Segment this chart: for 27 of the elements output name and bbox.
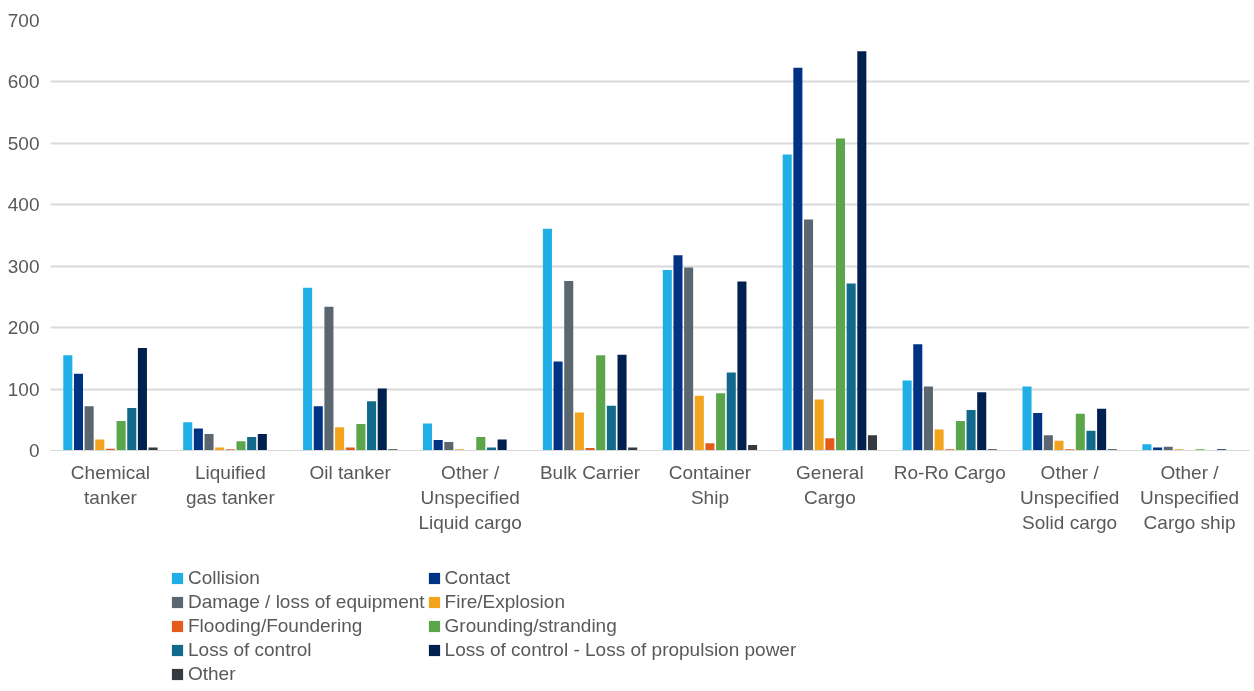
x-tick-label: Oil tanker	[309, 461, 392, 483]
y-tick-label: 100	[7, 378, 40, 400]
legend-label: Damage / loss of equipment	[188, 591, 425, 613]
y-tick-label: 700	[7, 10, 40, 31]
y-tick-label: 200	[7, 317, 40, 339]
x-tick-label: Other / Unspecified Solid cargo	[1020, 461, 1120, 533]
legend-label: Fire/Explosion	[444, 591, 565, 613]
legend-label: Collision	[188, 567, 260, 589]
x-tick-label: Liquified gas tanker	[185, 461, 276, 508]
legend-label: Loss of control	[188, 639, 312, 661]
y-tick-label: 300	[7, 255, 40, 277]
x-tick-label: General Cargo	[796, 461, 864, 508]
y-tick-label: 500	[7, 132, 40, 154]
x-tick-label: Other / Unspecified Cargo ship	[1139, 461, 1240, 533]
x-tick-label: Bulk Carrier	[539, 461, 641, 483]
x-tick-label: Other / Unspecified Liquid cargo	[418, 461, 522, 533]
x-tick-label: Container Ship	[668, 461, 752, 508]
legend-label: Contact	[444, 567, 511, 589]
legend-label: Loss of control - Loss of propulsion power	[444, 639, 797, 661]
y-tick-label: 400	[7, 194, 40, 216]
x-tick-label: Ro-Ro Cargo	[893, 461, 1006, 483]
y-tick-label: 0	[28, 440, 40, 461]
legend-label: Grounding/stranding	[444, 615, 617, 637]
legend-label: Flooding/Foundering	[188, 615, 363, 637]
legend-label: Other	[188, 663, 236, 685]
x-tick-label: Chemical tanker	[70, 461, 151, 508]
y-tick-label: 600	[7, 71, 40, 93]
